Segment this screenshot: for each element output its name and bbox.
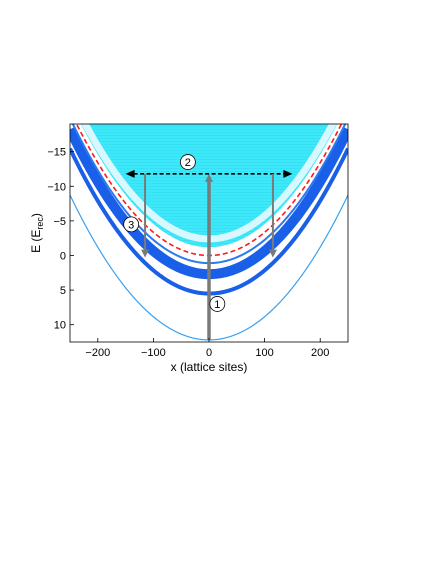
y-axis-label-main: E (E — [29, 230, 43, 253]
plot-area — [70, 124, 348, 342]
x-tick-label: 200 — [311, 347, 329, 359]
y-tick-label: −10 — [47, 181, 66, 193]
outer-band-right — [263, 130, 348, 255]
transition-2-arrowhead-right — [283, 169, 293, 178]
x-tick-label: 0 — [206, 347, 212, 359]
step-label-circle — [123, 216, 140, 233]
transition-3-arrowhead-left — [141, 249, 150, 258]
step-label-1: 1 — [209, 296, 226, 312]
step-label-circle — [209, 296, 226, 312]
step-label-3: 3 — [123, 216, 140, 233]
y-tick-label: −15 — [47, 147, 66, 159]
step-label-text: 2 — [185, 157, 191, 169]
y-axis-label-subscript: rec — [35, 217, 45, 230]
step-label-text: 3 — [128, 219, 134, 231]
y-tick-label: 0 — [60, 250, 66, 262]
y-axis: −15 −10 −5 0 5 10 — [47, 147, 74, 332]
y-tick-label: 5 — [60, 285, 66, 297]
transition-3-arrowhead-right — [268, 249, 277, 258]
step-label-2: 2 — [179, 154, 196, 170]
y-axis-label-close: ) — [29, 213, 43, 217]
x-tick-label: −100 — [141, 347, 166, 359]
y-tick-label: 10 — [54, 320, 66, 332]
step-labels: 1 2 3 — [123, 154, 226, 312]
step-label-text: 1 — [214, 299, 220, 311]
transition-1-arrowhead — [205, 173, 213, 182]
x-tick-label: 100 — [255, 347, 273, 359]
x-axis: −200 −100 0 100 200 — [85, 338, 329, 359]
x-axis-label: x (lattice sites) — [171, 360, 248, 374]
step-label-circle — [179, 154, 196, 170]
svg-text:E (Erec): E (Erec) — [29, 213, 45, 253]
y-tick-label: −5 — [53, 216, 66, 228]
x-tick-label: −200 — [85, 347, 110, 359]
transition-arrows — [125, 169, 293, 340]
y-axis-label: E (Erec) — [29, 213, 45, 253]
transition-2-arrowhead-left — [125, 169, 135, 178]
